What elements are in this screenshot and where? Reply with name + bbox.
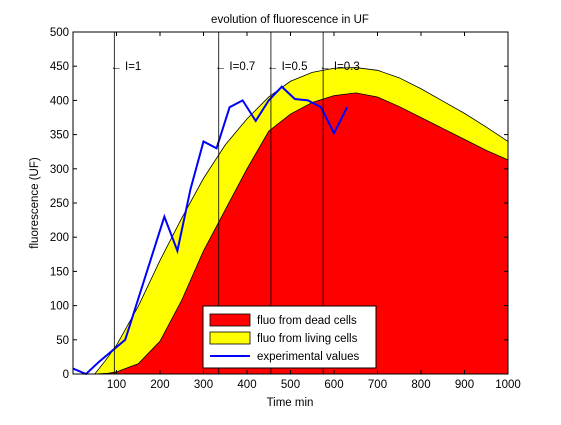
x-tick-label: 600 bbox=[324, 379, 343, 391]
annotation-label: ← I=1 bbox=[110, 61, 141, 73]
x-tick-label: 500 bbox=[281, 379, 300, 391]
chart-title: evolution of fluorescence in UF bbox=[211, 14, 369, 26]
legend-label: fluo from dead cells bbox=[257, 315, 357, 327]
x-tick-label: 700 bbox=[368, 379, 387, 391]
legend-swatch bbox=[209, 331, 251, 345]
x-tick-label: 200 bbox=[150, 379, 169, 391]
y-tick-label: 250 bbox=[50, 198, 69, 210]
x-tick-label: 800 bbox=[411, 379, 430, 391]
y-tick-label: 50 bbox=[56, 335, 69, 347]
x-axis-ticks: 100 200 300 400 500 600 700 800 900 1000 bbox=[107, 32, 521, 391]
plot-areas bbox=[73, 67, 509, 375]
line-experimental-values bbox=[72, 85, 348, 376]
x-tick-label: 1000 bbox=[495, 379, 521, 391]
y-axis-ticks: 0 50 100 150 200 250 300 350 400 450 500 bbox=[50, 27, 508, 381]
legend: fluo from dead cells fluo from living cel… bbox=[202, 305, 377, 369]
y-tick-label: 150 bbox=[50, 266, 69, 278]
annotation-label: ← I=0.3 bbox=[319, 61, 360, 73]
y-tick-label: 0 bbox=[63, 369, 69, 381]
x-tick-label: 900 bbox=[455, 379, 474, 391]
x-tick-label: 100 bbox=[107, 379, 126, 391]
y-tick-label: 100 bbox=[50, 301, 69, 313]
y-axis-label: fluorescence (UF) bbox=[29, 157, 41, 249]
area-fluo-from-dead-cells bbox=[73, 92, 509, 375]
x-axis-label: Time min bbox=[267, 397, 314, 409]
plot-lines bbox=[72, 85, 348, 376]
annotation-label: ← I=0.5 bbox=[267, 61, 308, 73]
annotation-label: ← I=0.7 bbox=[215, 61, 256, 73]
x-tick-label: 400 bbox=[237, 379, 256, 391]
y-tick-label: 400 bbox=[50, 95, 69, 107]
legend-label: experimental values bbox=[257, 351, 360, 363]
y-tick-label: 200 bbox=[50, 232, 69, 244]
y-tick-label: 450 bbox=[50, 61, 69, 73]
legend-label: fluo from living cells bbox=[257, 333, 358, 345]
y-tick-label: 300 bbox=[50, 164, 69, 176]
y-tick-label: 500 bbox=[50, 27, 69, 39]
x-tick-label: 300 bbox=[194, 379, 213, 391]
legend-swatch bbox=[209, 313, 251, 327]
y-tick-label: 350 bbox=[50, 130, 69, 142]
